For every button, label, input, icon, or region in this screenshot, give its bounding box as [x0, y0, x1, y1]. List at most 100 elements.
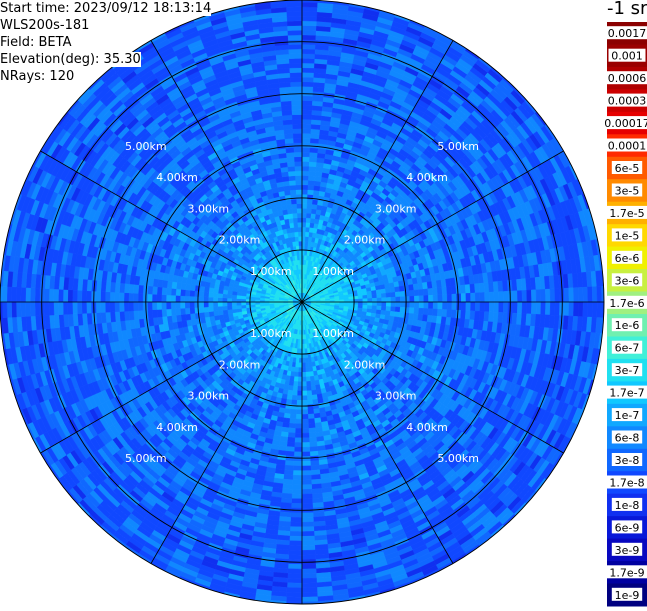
data-cell [302, 119, 312, 124]
data-cell [120, 311, 125, 321]
data-cell [349, 302, 354, 305]
data-cell [129, 302, 134, 311]
data-cell [308, 180, 315, 185]
data-cell [294, 157, 302, 162]
data-cell [390, 287, 395, 292]
data-cell [311, 385, 316, 390]
data-cell [295, 367, 299, 372]
data-cell [419, 302, 424, 308]
data-cell [290, 227, 294, 232]
data-cell [294, 456, 302, 461]
data-cell [298, 377, 302, 382]
data-cell [283, 479, 293, 484]
data-cell [309, 371, 313, 376]
data-cell [306, 222, 310, 227]
data-cell [296, 419, 302, 424]
data-cell [471, 302, 476, 311]
data-cell [241, 299, 246, 302]
data-cell [200, 286, 205, 292]
data-cell [293, 466, 302, 471]
data-cell [302, 456, 310, 461]
data-cell [302, 199, 307, 204]
data-cell [292, 119, 302, 124]
data-cell [311, 474, 321, 479]
data-cell [152, 286, 157, 294]
data-cell [286, 200, 292, 205]
data-cell [199, 297, 204, 302]
data-cell [299, 236, 302, 241]
data-cell [310, 451, 318, 456]
data-cell [396, 297, 401, 302]
data-cell [208, 307, 213, 312]
data-cell [461, 293, 466, 302]
data-cell [148, 310, 153, 318]
data-cell [124, 302, 129, 311]
data-cell [299, 363, 302, 368]
data-cell [437, 287, 442, 295]
data-cell [302, 133, 311, 138]
data-cell [414, 308, 419, 314]
data-cell [302, 213, 307, 218]
data-cell [311, 390, 316, 395]
data-cell [309, 433, 316, 438]
data-cell [456, 294, 461, 302]
data-cell [232, 295, 237, 299]
data-cell [287, 162, 295, 167]
data-cell [381, 306, 386, 311]
data-cell [148, 286, 153, 294]
data-cell [292, 489, 302, 494]
data-cell [190, 296, 195, 302]
data-cell [298, 218, 302, 223]
data-cell [297, 396, 302, 401]
data-cell [302, 349, 305, 354]
data-cell [134, 284, 139, 293]
data-cell [302, 251, 305, 256]
data-cell [302, 391, 307, 396]
data-cell [372, 294, 377, 298]
data-cell [391, 292, 396, 297]
data-cell [199, 307, 204, 313]
data-cell [293, 218, 298, 223]
data-cell [302, 204, 307, 209]
data-cell [368, 298, 373, 302]
data-cell [479, 311, 484, 321]
data-cell [310, 138, 319, 143]
data-cell [311, 120, 321, 125]
data-cell [414, 302, 419, 308]
data-cell [295, 171, 302, 176]
data-cell [298, 372, 302, 377]
data-cell [302, 124, 311, 129]
data-cell [176, 289, 181, 296]
data-cell [465, 284, 470, 293]
data-cell [474, 311, 479, 321]
data-cell [311, 479, 321, 484]
data-cell [290, 185, 296, 190]
data-cell [302, 414, 308, 419]
data-cell [218, 302, 223, 306]
data-cell [218, 298, 223, 302]
data-cell [138, 293, 143, 302]
data-cell [423, 289, 428, 296]
data-cell [295, 237, 299, 242]
data-cell [308, 190, 314, 195]
data-cell [442, 302, 447, 310]
data-cell [288, 428, 295, 433]
data-cell [312, 395, 318, 400]
data-cell [302, 485, 312, 490]
data-cell [287, 437, 295, 442]
data-cell [310, 461, 319, 466]
data-cell [204, 297, 209, 302]
data-cell [298, 227, 302, 232]
data-cell [287, 157, 295, 162]
data-cell [381, 293, 386, 298]
data-cell [190, 290, 195, 296]
data-cell [461, 285, 466, 294]
data-cell [152, 294, 157, 302]
data-cell [171, 288, 176, 295]
data-cell [298, 232, 302, 237]
data-cell [297, 199, 302, 204]
data-cell [307, 204, 312, 209]
data-cell [302, 180, 308, 185]
data-cell [480, 302, 485, 312]
data-cell [305, 349, 308, 354]
